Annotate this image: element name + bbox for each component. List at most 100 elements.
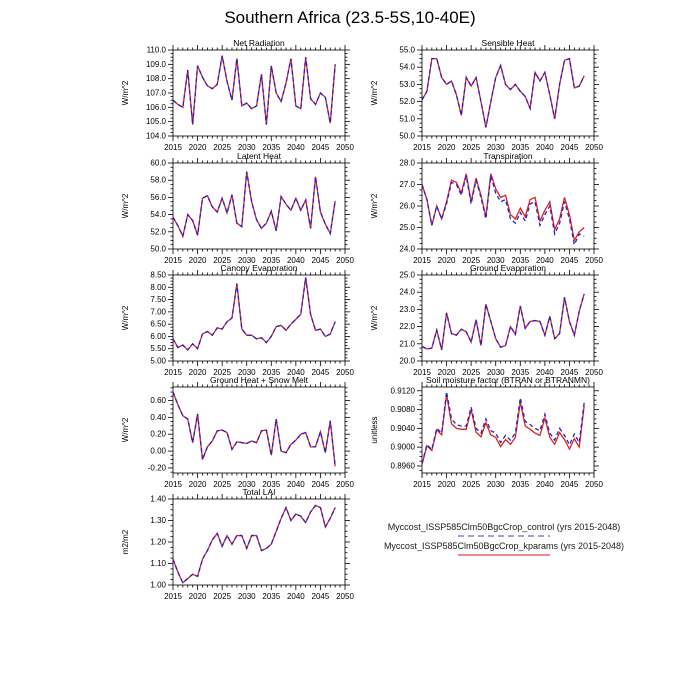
chart-svg-sensible-heat: 2015 2020 2025 2030 2035 2040 2045 2050 50.0 51.0… [370,38,603,152]
y-tick-label: 52.0 [399,97,415,106]
x-tick-label: 2020 [189,592,207,601]
y-tick-label: 8.50 [150,271,166,280]
y-tick-label: 109.0 [146,60,167,69]
x-tick-label: 2045 [561,480,579,489]
chart-svg-total-lai: 2015 2020 2025 2030 2035 2040 2045 2050 1.00 1.10… [121,487,354,601]
x-tick-label: 2030 [238,256,256,265]
plot-box [172,274,346,362]
legend-line-swatch-solid [458,554,550,556]
x-tick-label: 2030 [238,368,256,377]
legend: Myccost_ISSP585Clm50BgcCrop_control (yrs… [368,522,640,560]
chart-svg-ground-heat-snow-melt: 2015 2020 2025 2030 2035 2040 2045 2050 -0.20 0.0… [121,375,354,489]
x-tick-label: 2030 [487,256,505,265]
chart-ground-heat-snow-melt: 2015 2020 2025 2030 2035 2040 2045 2050 -0.20 0.0… [116,373,366,495]
x-tick-label: 2015 [413,368,431,377]
y-tick-label: 21.0 [399,339,415,348]
x-tick-label: 2015 [413,143,431,152]
series-line-control [172,277,336,351]
y-tick-label: 7.50 [150,295,166,304]
x-tick-label: 2045 [561,256,579,265]
y-axis-label: unitless [370,416,379,443]
x-tick-label: 2050 [585,368,603,377]
x-tick-label: 2030 [487,480,505,489]
y-tick-label: 7.00 [150,307,166,316]
x-tick-label: 2030 [487,143,505,152]
x-tick-label: 2025 [462,256,480,265]
legend-entry-control: Myccost_ISSP585Clm50BgcCrop_control (yrs… [368,522,640,537]
y-tick-label: 5.50 [150,344,166,353]
y-tick-label: 1.30 [150,516,166,525]
x-tick-label: 2015 [164,256,182,265]
x-tick-label: 2040 [536,256,554,265]
chart-net-radiation: 2015 2020 2025 2030 2035 2040 2045 2050 104.0 105… [116,36,366,158]
x-tick-label: 2035 [262,143,280,152]
x-tick-label: 2025 [462,480,480,489]
x-tick-label: 2015 [164,480,182,489]
y-tick-label: 28.0 [399,159,415,168]
y-tick-label: 110.0 [147,46,167,55]
x-tick-label: 2025 [213,480,231,489]
chart-title: Canopy Evaporation [220,263,297,273]
series-line-control [172,171,336,239]
y-tick-label: 26.0 [399,202,415,211]
legend-line-swatch-dashed [458,535,550,537]
y-tick-label: 0.20 [150,430,166,439]
y-axis-label: m2/m2 [121,529,130,554]
x-tick-label: 2040 [287,143,305,152]
x-tick-label: 2020 [189,256,207,265]
x-tick-label: 2035 [262,256,280,265]
x-tick-label: 2040 [287,480,305,489]
x-tick-label: 2040 [536,480,554,489]
y-tick-label: 24.0 [399,288,415,297]
x-tick-label: 2045 [312,368,330,377]
x-tick-label: 2020 [438,368,456,377]
series-line-control [172,504,336,584]
y-tick-label: 20.0 [399,357,415,366]
chart-soil-moisture-factor: 2015 2020 2025 2030 2035 2040 2045 2050 0.8960 0.… [365,373,615,495]
y-tick-label: 54.0 [399,63,415,72]
chart-ground-evaporation: 2015 2020 2025 2030 2035 2040 2045 2050 20.0 21.0… [365,261,615,383]
x-tick-label: 2015 [413,480,431,489]
x-tick-label: 2050 [585,143,603,152]
y-tick-label: 1.40 [150,495,166,504]
chart-latent-heat: 2015 2020 2025 2030 2035 2040 2045 2050 50.0 52.0… [116,149,366,271]
chart-title: Soil moisture factor (BTRAN or BTRANMN) [426,375,590,385]
chart-title: Sensible Heat [482,38,536,48]
chart-title: Transpiration [483,151,533,161]
x-tick-label: 2045 [561,368,579,377]
x-tick-label: 2040 [536,368,554,377]
y-tick-label: 51.0 [399,114,415,123]
y-tick-label: 104.0 [146,132,167,141]
y-tick-label: 25.0 [399,271,415,280]
x-tick-label: 2040 [287,256,305,265]
x-tick-label: 2045 [312,256,330,265]
plot-box [421,49,595,137]
chart-title: Ground Heat + Snow Melt [210,375,309,385]
y-tick-label: 1.20 [150,538,166,547]
chart-title: Latent Heat [237,151,282,161]
series-line-kparams [172,391,336,467]
chart-total-lai: 2015 2020 2025 2030 2035 2040 2045 2050 1.00 1.10… [116,485,366,607]
x-tick-label: 2050 [585,256,603,265]
y-tick-label: 0.60 [150,396,166,405]
x-tick-label: 2040 [287,592,305,601]
y-axis-label: W/m^2 [121,80,130,105]
chart-title: Ground Evaporation [470,263,546,273]
series-line-control [421,293,585,350]
y-axis-label: W/m^2 [370,305,379,330]
series-line-control [172,55,336,125]
legend-entry-kparams: Myccost_ISSP585Clm50BgcCrop_kparams (yrs… [368,541,640,556]
y-tick-label: 8.00 [150,283,166,292]
y-tick-label: 0.9120 [391,386,416,395]
x-tick-label: 2035 [511,480,529,489]
x-tick-label: 2020 [189,368,207,377]
y-tick-label: 0.00 [150,447,166,456]
x-tick-label: 2040 [536,143,554,152]
x-tick-label: 2020 [189,143,207,152]
y-tick-label: 0.8960 [391,461,416,470]
y-axis-label: W/m^2 [121,305,130,330]
x-tick-label: 2035 [511,368,529,377]
x-tick-label: 2015 [164,143,182,152]
x-tick-label: 2015 [164,368,182,377]
x-tick-label: 2035 [262,592,280,601]
